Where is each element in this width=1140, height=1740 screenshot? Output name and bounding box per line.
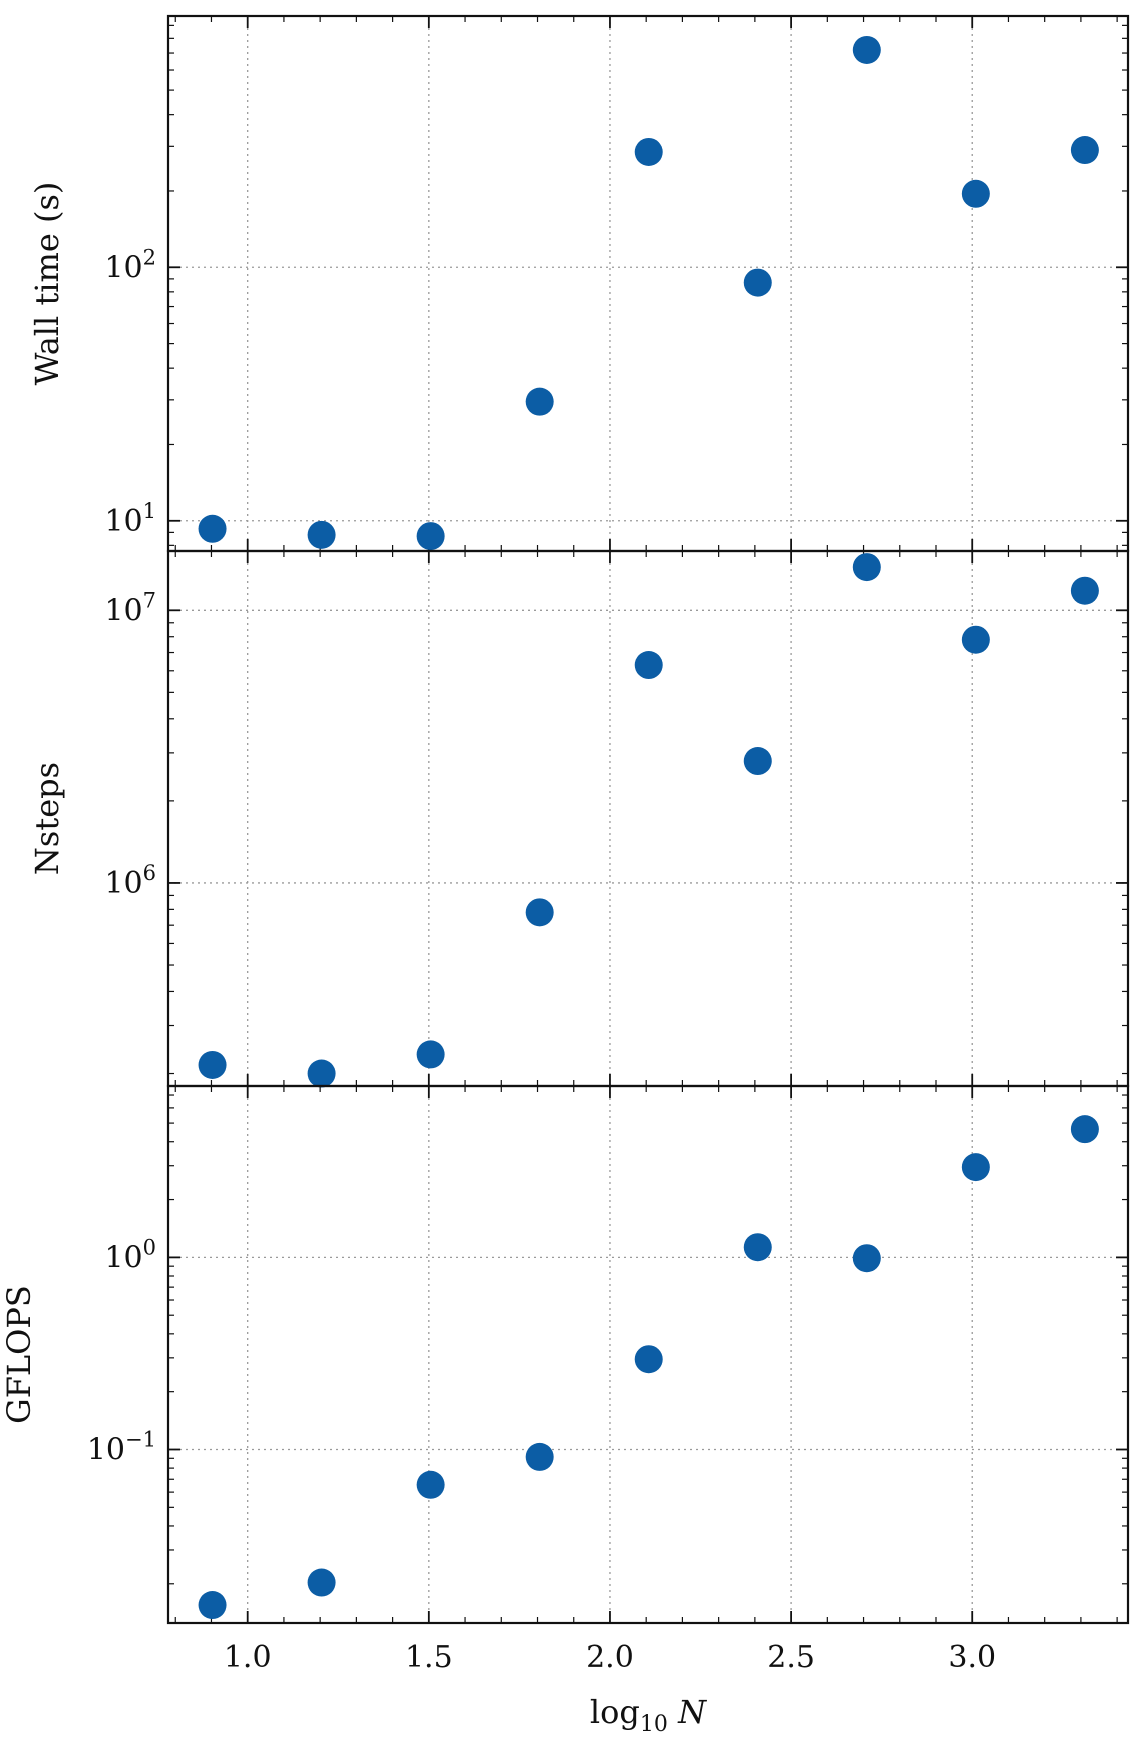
- data-point: [525, 1442, 554, 1471]
- data-point: [416, 522, 445, 551]
- data-point: [743, 747, 772, 776]
- plot-frame: [166, 1084, 1130, 1625]
- x-tick-label: 2.0: [586, 1640, 634, 1675]
- data-point: [743, 268, 772, 297]
- y-axis-label: Nsteps: [28, 762, 66, 875]
- data-point: [852, 1244, 881, 1273]
- data-point: [1070, 576, 1099, 605]
- data-point: [525, 898, 554, 927]
- y-tick-label: 100: [104, 1235, 156, 1275]
- data-point: [852, 553, 881, 582]
- panel-2: 106 107 Nsteps: [28, 549, 1130, 1088]
- plot-frame: [166, 14, 1130, 553]
- x-tick-label: 1.0: [224, 1640, 272, 1675]
- data-point: [743, 1233, 772, 1262]
- x-tick-label: 2.5: [767, 1640, 815, 1675]
- panel-3: 10−1 100 GFLOPS: [0, 1084, 1130, 1625]
- data-point: [634, 651, 663, 680]
- x-tick-label: 1.5: [405, 1640, 453, 1675]
- data-point: [852, 35, 881, 64]
- data-point: [307, 520, 336, 549]
- data-point: [525, 387, 554, 416]
- y-tick-label: 106: [104, 861, 156, 901]
- data-point: [307, 1568, 336, 1597]
- data-point: [1070, 136, 1099, 165]
- x-tick-label: 3.0: [948, 1640, 996, 1675]
- y-tick-label: 107: [104, 588, 156, 628]
- data-point: [961, 179, 990, 208]
- data-point: [416, 1040, 445, 1069]
- panel-1: 101 102 Wall time (s): [28, 14, 1130, 553]
- x-axis-label: log10 N: [590, 1693, 707, 1737]
- data-point: [198, 514, 227, 543]
- data-point: [1070, 1115, 1099, 1144]
- data-point: [961, 625, 990, 654]
- data-point: [198, 1591, 227, 1620]
- y-axis-label: GFLOPS: [0, 1285, 38, 1424]
- data-point: [961, 1153, 990, 1182]
- data-point: [416, 1470, 445, 1499]
- y-axis-label: Wall time (s): [28, 182, 66, 386]
- data-point: [307, 1059, 336, 1088]
- data-point: [634, 137, 663, 166]
- y-tick-label: 10−1: [87, 1428, 156, 1468]
- data-point: [634, 1345, 663, 1374]
- data-point: [198, 1050, 227, 1079]
- y-tick-label: 102: [104, 245, 156, 285]
- y-tick-label: 101: [104, 499, 156, 539]
